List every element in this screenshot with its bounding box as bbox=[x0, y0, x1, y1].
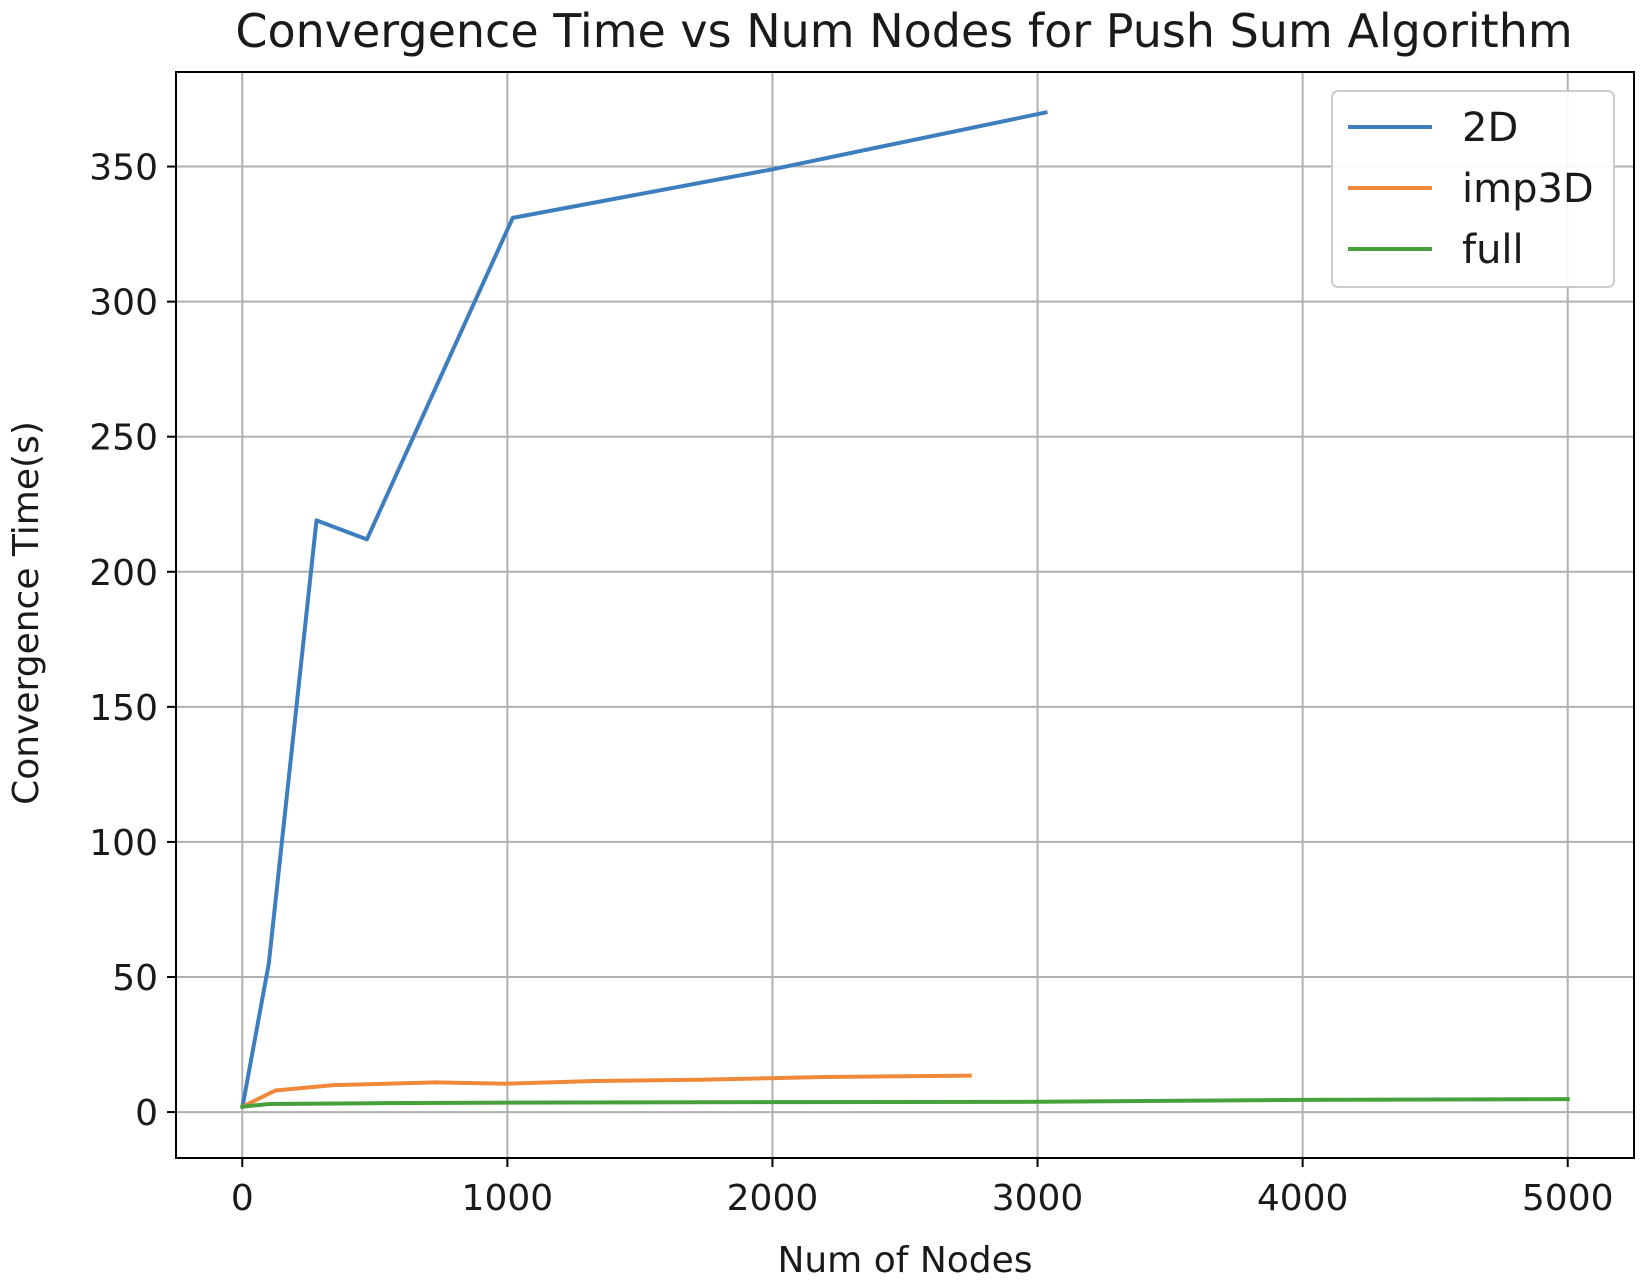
plot-frame bbox=[175, 71, 1635, 1159]
y-tick-label: 50 bbox=[112, 958, 158, 999]
legend-label: 2D bbox=[1462, 105, 1518, 151]
x-axis-ticks: 0 1000 2000 3000 4000 5000 bbox=[231, 1158, 1614, 1219]
x-tick-label: 1000 bbox=[462, 1178, 554, 1219]
x-tick-label: 4000 bbox=[1257, 1178, 1349, 1219]
chart-title: Convergence Time vs Num Nodes for Push S… bbox=[235, 4, 1572, 58]
y-tick-label: 350 bbox=[89, 148, 158, 189]
x-tick-label: 2000 bbox=[727, 1178, 819, 1219]
series-lines bbox=[239, 110, 1570, 1110]
legend-label: imp3D bbox=[1462, 166, 1594, 212]
y-tick-label: 150 bbox=[89, 688, 158, 729]
x-tick-label: 5000 bbox=[1522, 1178, 1614, 1219]
y-axis-ticks: 0 50 100 150 200 250 300 350 bbox=[89, 148, 176, 1134]
series-line-full bbox=[240, 1097, 1570, 1109]
series-line-imp3D bbox=[239, 1073, 972, 1110]
y-tick-label: 0 bbox=[135, 1093, 158, 1134]
legend-box bbox=[1331, 90, 1615, 288]
x-tick-label: 3000 bbox=[992, 1178, 1084, 1219]
legend-label: full bbox=[1462, 227, 1524, 273]
y-tick-label: 200 bbox=[89, 553, 158, 594]
x-tick-label: 0 bbox=[231, 1178, 254, 1219]
y-tick-label: 100 bbox=[89, 823, 158, 864]
x-axis-label: Num of Nodes bbox=[777, 1240, 1032, 1281]
y-axis-label: Convergence Time(s) bbox=[6, 421, 47, 805]
y-tick-label: 250 bbox=[89, 418, 158, 459]
y-tick-label: 300 bbox=[89, 283, 158, 324]
series-line-2D bbox=[240, 110, 1048, 1110]
legend: 2D imp3D full bbox=[1331, 90, 1615, 288]
